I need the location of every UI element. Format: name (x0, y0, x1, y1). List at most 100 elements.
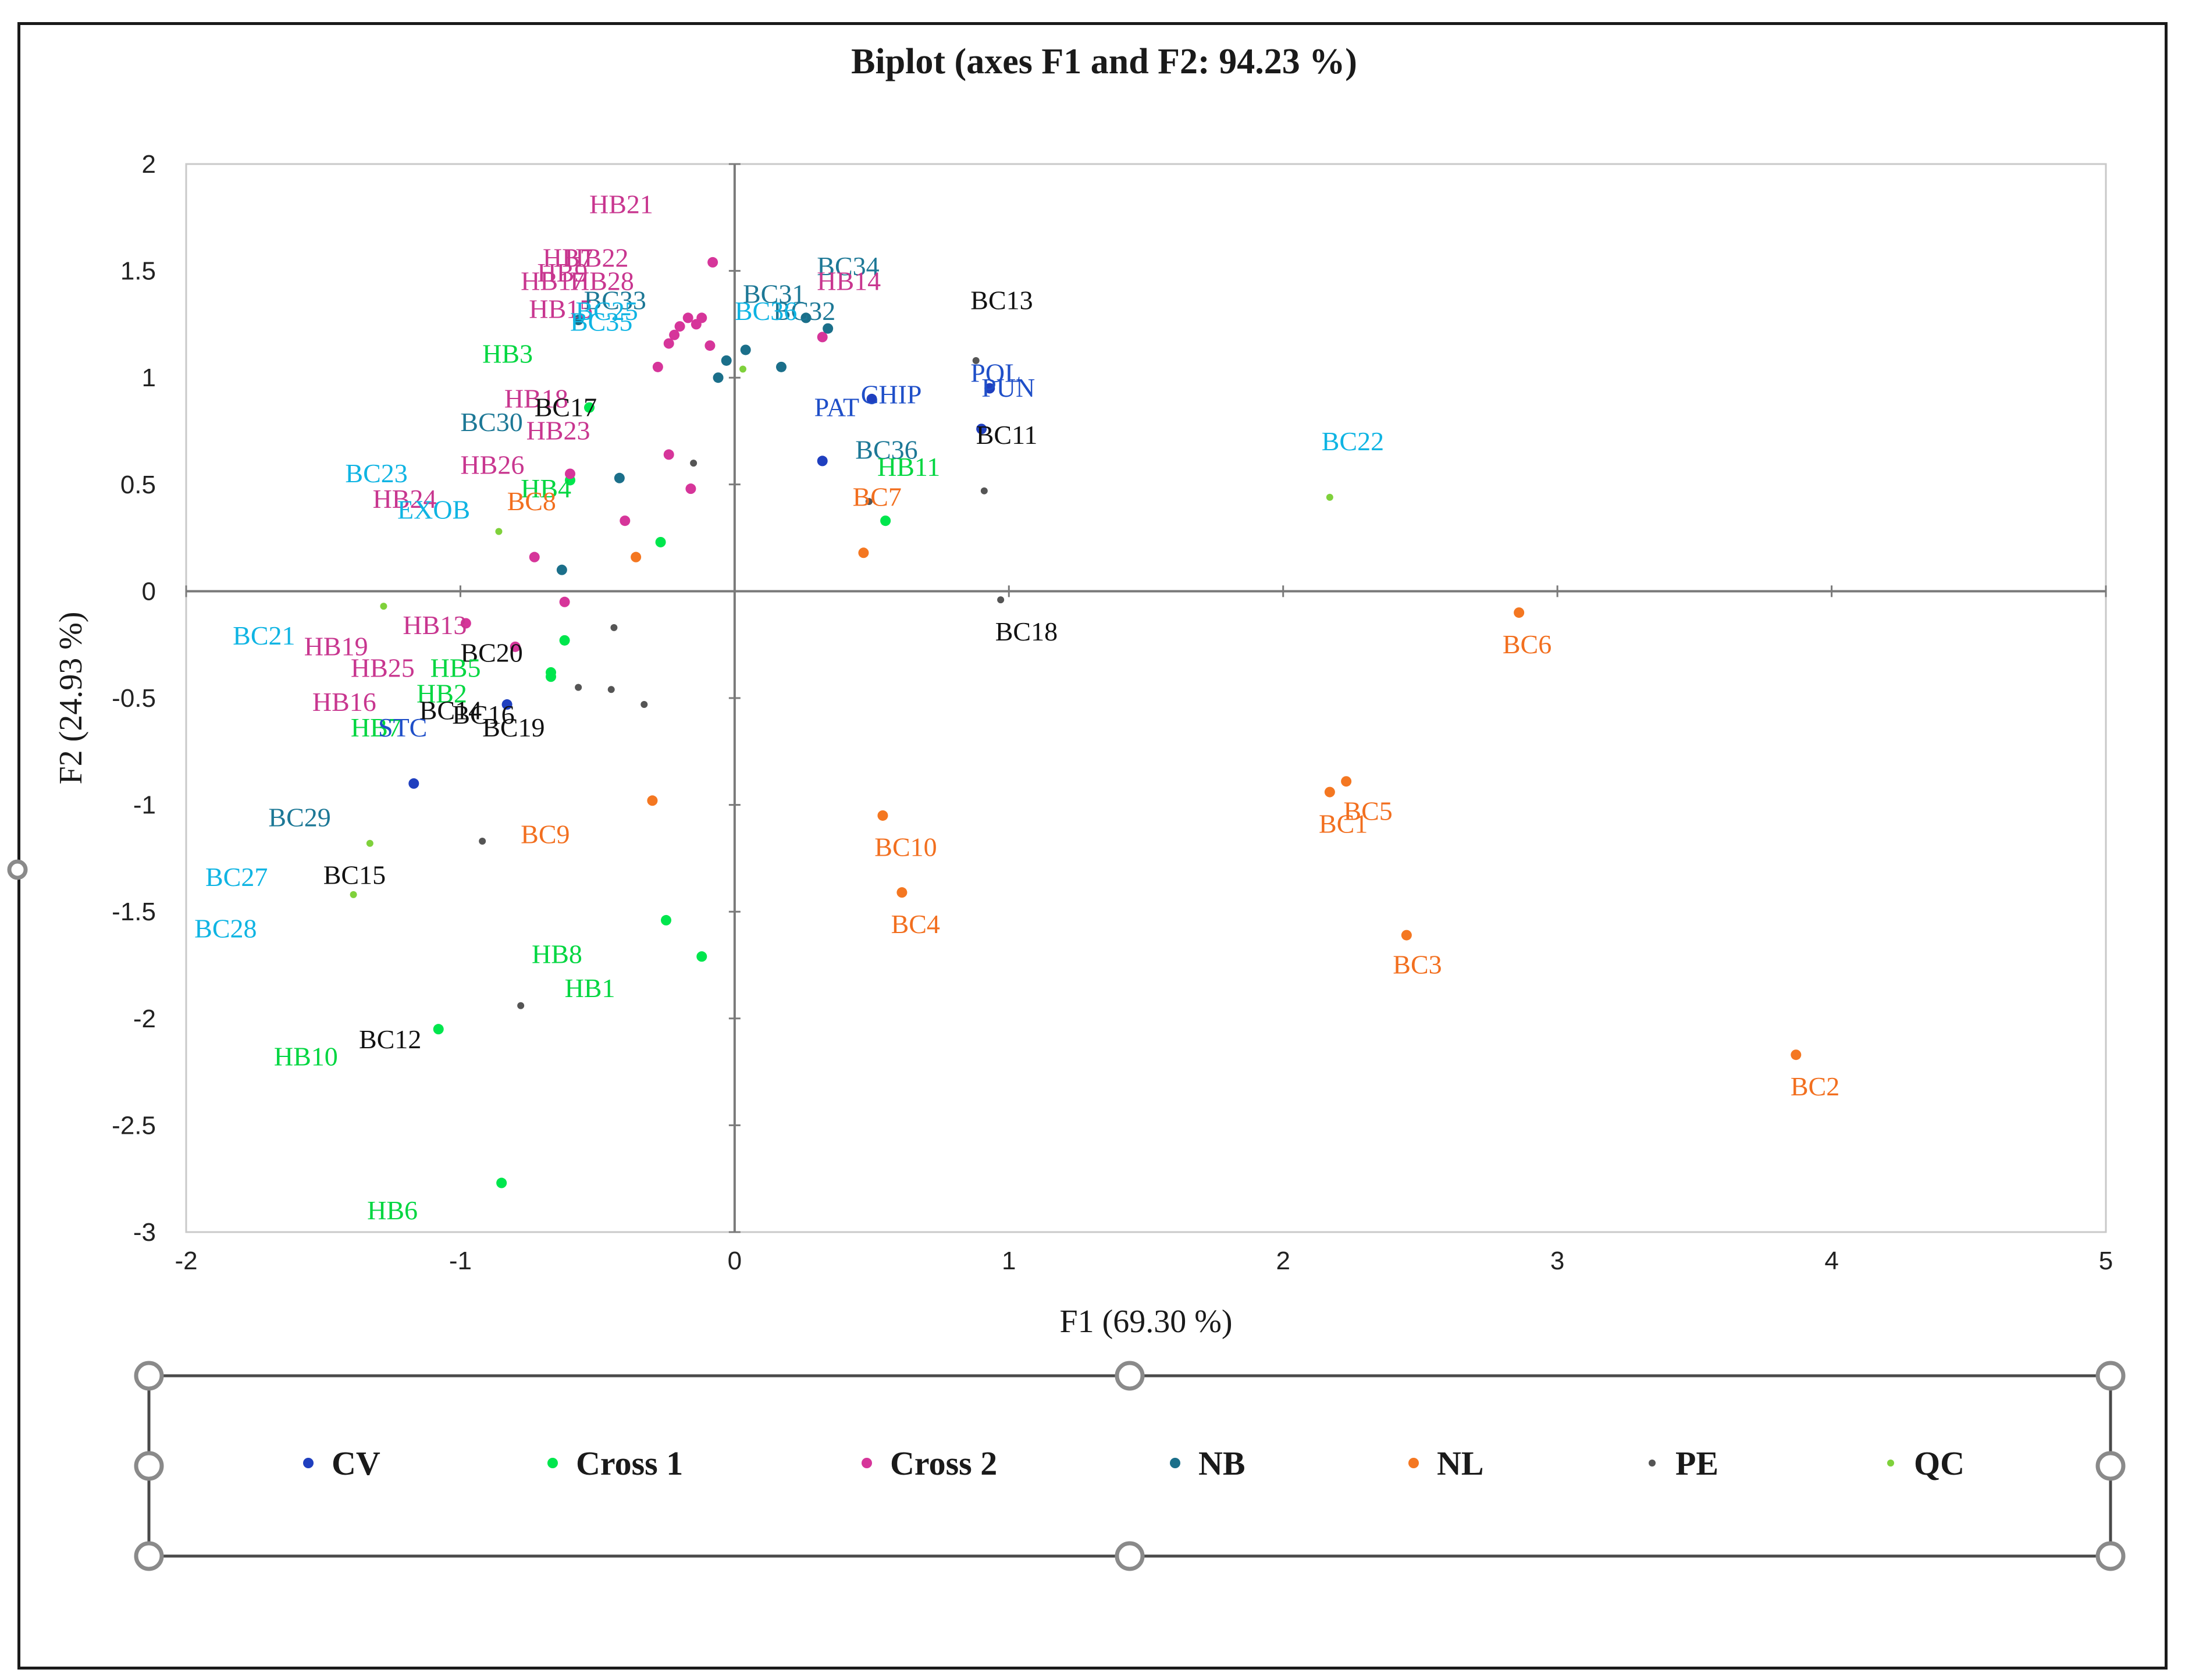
point-qc[interactable] (380, 603, 387, 610)
legend-label-cross-2[interactable]: Cross 2 (890, 1444, 997, 1482)
point-pe[interactable] (607, 686, 615, 693)
point-label: BC35 (570, 307, 632, 336)
frame-resize-handle[interactable] (7, 859, 28, 880)
point-nl[interactable] (1341, 776, 1352, 787)
point-cross-2[interactable] (529, 551, 540, 563)
x-tick-label: 5 (2099, 1247, 2113, 1275)
point-label: BC23 (345, 458, 407, 488)
point-qc[interactable] (366, 839, 373, 847)
point-pe[interactable] (690, 460, 698, 467)
point-pe[interactable] (517, 1002, 525, 1009)
point-cross-1[interactable] (655, 536, 666, 547)
point-nl[interactable] (647, 795, 658, 806)
point-cross-2[interactable] (663, 338, 674, 349)
point-cross-2[interactable] (696, 312, 707, 323)
legend-label-nb[interactable]: NB (1198, 1444, 1245, 1482)
point-nl[interactable] (1514, 607, 1525, 618)
point-pe[interactable] (575, 684, 582, 691)
point-cross-1[interactable] (661, 914, 671, 926)
point-label: HB9 (537, 258, 588, 287)
point-nb[interactable] (823, 323, 834, 334)
legend-label-nl[interactable]: NL (1437, 1444, 1484, 1482)
point-nb[interactable] (721, 355, 732, 366)
point-nl[interactable] (1791, 1049, 1802, 1060)
legend-label-cross-1[interactable]: Cross 1 (576, 1444, 683, 1482)
point-cross-2[interactable] (460, 618, 471, 629)
point-label: BC29 (268, 802, 330, 832)
point-nb[interactable] (556, 564, 567, 575)
point-nl[interactable] (1401, 930, 1412, 941)
point-cross-1[interactable] (559, 635, 570, 646)
point-cross-2[interactable] (669, 329, 680, 340)
point-pe[interactable] (980, 487, 988, 494)
point-pe[interactable] (865, 498, 873, 506)
point-label: HB3 (482, 339, 533, 368)
point-cv[interactable] (408, 778, 419, 789)
legend-handle-bottom-right[interactable] (2095, 1541, 2126, 1571)
legend-handle-top-left[interactable] (134, 1361, 164, 1391)
point-qc[interactable] (495, 528, 503, 535)
point-nb[interactable] (573, 315, 584, 326)
point-cv[interactable] (984, 383, 995, 394)
point-label: BC36 (735, 296, 797, 326)
point-nb[interactable] (776, 361, 787, 372)
point-cross-2[interactable] (685, 483, 696, 494)
point-cross-2[interactable] (674, 321, 685, 332)
point-nb[interactable] (614, 472, 625, 483)
legend-handle-bottom-left[interactable] (134, 1541, 164, 1571)
point-nb[interactable] (800, 312, 812, 323)
point-nb[interactable] (740, 344, 751, 355)
legend-handle-top-right[interactable] (2095, 1361, 2126, 1391)
point-cross-2[interactable] (704, 340, 716, 351)
point-label: HB2 (417, 678, 467, 708)
legend-handle-middle-right[interactable] (2095, 1451, 2126, 1481)
point-cross-2[interactable] (652, 361, 663, 372)
legend-label-cv[interactable]: CV (332, 1444, 380, 1482)
point-cross-2[interactable] (559, 596, 570, 607)
point-cv[interactable] (501, 699, 513, 710)
point-cross-1[interactable] (433, 1024, 444, 1035)
point-label: BC12 (359, 1024, 421, 1054)
legend-handle-bottom-middle[interactable] (1115, 1541, 1145, 1571)
point-cv[interactable] (866, 393, 877, 404)
point-qc[interactable] (1326, 493, 1333, 501)
legend-label-pe[interactable]: PE (1675, 1444, 1718, 1482)
point-cross-2[interactable] (682, 312, 693, 323)
point-cross-1[interactable] (584, 402, 595, 413)
point-cross-1[interactable] (546, 671, 556, 682)
point-label: BC19 (482, 713, 545, 742)
point-pe[interactable] (479, 838, 486, 845)
point-pe[interactable] (610, 624, 618, 631)
point-cross-2[interactable] (707, 257, 718, 268)
point-qc[interactable] (739, 365, 746, 373)
point-cross-2[interactable] (565, 468, 575, 479)
point-cross-2[interactable] (510, 641, 521, 652)
point-label: HB13 (403, 610, 467, 640)
point-cv[interactable] (976, 423, 987, 435)
point-nb[interactable] (713, 372, 724, 383)
chart-frame (17, 22, 2168, 1670)
point-nl[interactable] (877, 810, 888, 821)
point-pe[interactable] (640, 701, 648, 709)
point-cv[interactable] (817, 455, 828, 467)
point-cross-2[interactable] (620, 515, 631, 526)
legend-handle-top-middle[interactable] (1115, 1361, 1145, 1391)
legend-label-qc[interactable]: QC (1914, 1444, 1965, 1482)
point-cross-2[interactable] (663, 449, 674, 460)
point-label: BC34 (817, 251, 879, 281)
point-nl[interactable] (858, 547, 869, 558)
legend-handle-middle-left[interactable] (134, 1451, 164, 1481)
point-qc[interactable] (350, 891, 357, 898)
point-cross-1[interactable] (880, 515, 891, 526)
y-tick-label: -1 (133, 791, 156, 820)
point-label: HB16 (312, 687, 376, 717)
point-cross-2[interactable] (817, 332, 828, 343)
point-nl[interactable] (896, 887, 908, 898)
point-cross-1[interactable] (696, 951, 707, 962)
point-nl[interactable] (631, 551, 642, 563)
point-cross-1[interactable] (496, 1177, 507, 1188)
point-nl[interactable] (1324, 786, 1335, 798)
point-pe[interactable] (997, 596, 1005, 604)
y-tick-label: -1.5 (112, 898, 156, 926)
point-pe[interactable] (972, 357, 980, 364)
